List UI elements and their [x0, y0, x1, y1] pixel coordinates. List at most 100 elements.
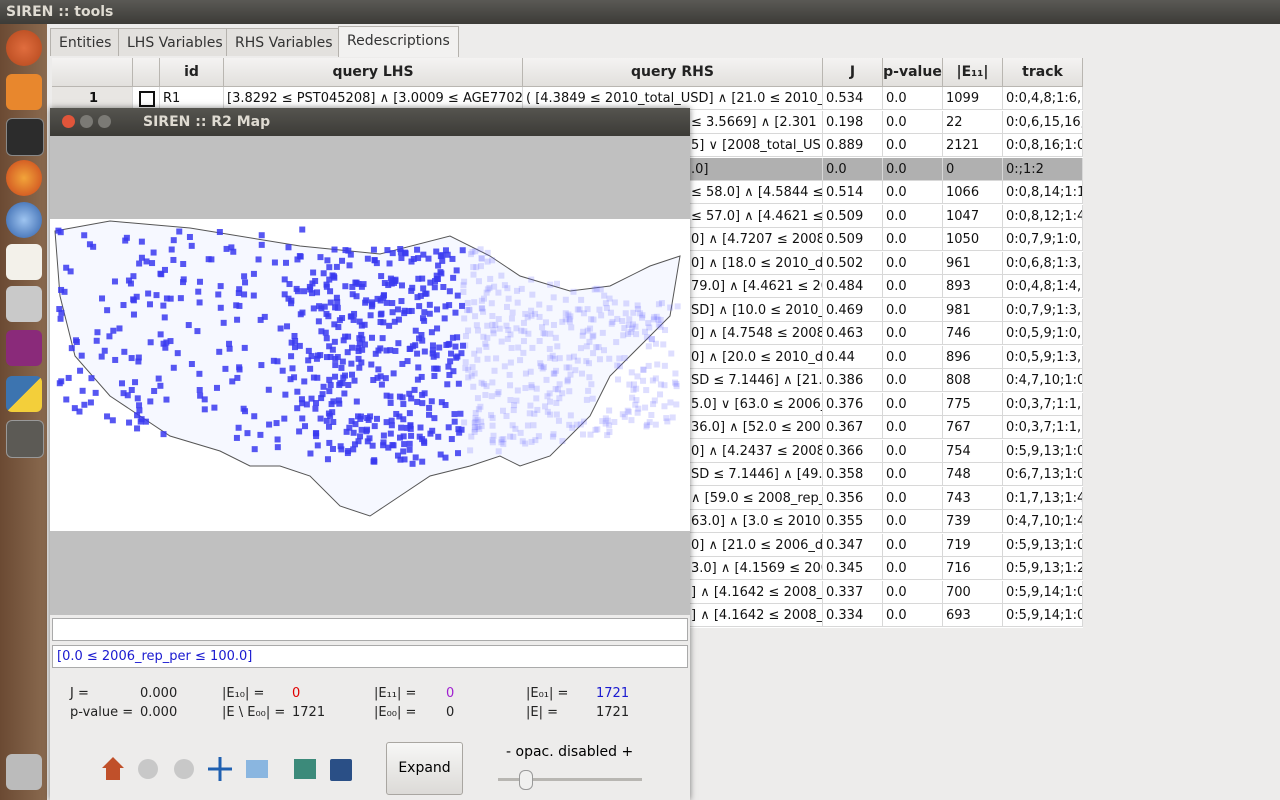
entity-marker — [197, 392, 204, 399]
files-icon[interactable] — [6, 74, 42, 110]
entity-marker — [587, 431, 594, 438]
maximize-button[interactable] — [98, 115, 111, 128]
rhs-query-field[interactable]: [0.0 ≤ 2006_rep_per ≤ 100.0] — [52, 645, 688, 668]
trash-icon[interactable] — [6, 754, 42, 790]
camera-icon[interactable] — [6, 286, 42, 322]
entity-marker — [504, 285, 511, 292]
table-cell: 0.0 — [883, 533, 943, 557]
entity-marker — [539, 324, 546, 331]
table-cell: 0:1,7,13;1:4 — [1003, 486, 1083, 510]
presentation-icon[interactable] — [6, 330, 42, 366]
entity-marker — [393, 410, 400, 417]
column-header: query LHS — [224, 58, 523, 87]
entity-marker — [258, 241, 265, 248]
lhs-query-field[interactable] — [52, 618, 688, 641]
entity-marker — [567, 412, 574, 419]
table-cell: 0.0 — [883, 392, 943, 416]
entity-marker — [116, 325, 123, 332]
screenshot-icon[interactable] — [294, 759, 316, 779]
opacity-slider[interactable] — [498, 778, 642, 781]
tab[interactable]: RHS Variables — [226, 28, 342, 56]
configure-icon[interactable] — [246, 760, 268, 778]
entity-marker — [490, 327, 497, 334]
table-cell: 0.0 — [883, 369, 943, 392]
entity-marker — [292, 344, 299, 351]
table-cell: 0.0 — [883, 157, 943, 181]
entity-marker — [434, 275, 441, 282]
tab[interactable]: LHS Variables — [118, 28, 232, 56]
entity-marker — [663, 415, 670, 422]
entity-marker — [570, 288, 577, 295]
entity-marker — [455, 426, 462, 433]
window-icon[interactable] — [6, 420, 44, 458]
python-icon[interactable] — [6, 376, 42, 412]
editor-icon[interactable] — [6, 244, 42, 280]
entity-marker — [323, 354, 330, 361]
entity-marker — [281, 291, 288, 298]
entity-marker — [301, 288, 308, 295]
expand-button[interactable]: Expand — [386, 742, 463, 795]
entity-marker — [429, 350, 436, 357]
entity-marker — [241, 291, 248, 298]
entity-marker — [414, 398, 421, 405]
entity-marker — [283, 259, 290, 266]
entity-marker — [188, 242, 195, 249]
entity-marker — [408, 287, 415, 294]
entity-marker — [547, 281, 554, 288]
entity-marker — [484, 258, 491, 265]
entity-marker — [562, 316, 569, 323]
entity-marker — [522, 370, 529, 377]
mail-icon[interactable] — [6, 202, 42, 238]
entity-marker — [130, 273, 137, 280]
entity-marker — [310, 269, 317, 276]
entity-marker — [319, 391, 326, 398]
entity-marker — [356, 318, 363, 325]
home-icon[interactable] — [102, 757, 124, 780]
entity-marker — [639, 312, 646, 319]
stat-value: 1721 — [292, 705, 326, 720]
entity-marker — [657, 316, 664, 323]
entity-marker — [660, 341, 667, 348]
entity-marker — [270, 357, 277, 364]
entity-marker — [416, 303, 423, 310]
forward-icon[interactable] — [174, 759, 194, 779]
stat-label: J = — [70, 686, 89, 701]
entity-marker — [136, 407, 143, 414]
entity-marker — [616, 355, 623, 362]
entity-marker — [472, 248, 479, 255]
entity-marker — [333, 294, 340, 301]
save-icon[interactable] — [330, 759, 352, 781]
slider-handle[interactable] — [519, 770, 533, 790]
dash-icon[interactable] — [6, 30, 42, 66]
table-cell: 0:0,8,16;1:0 — [1003, 134, 1083, 157]
entity-marker — [458, 350, 465, 357]
entity-marker — [326, 388, 333, 395]
entity-marker — [627, 329, 634, 336]
entity-marker — [372, 350, 379, 357]
entity-marker — [533, 385, 540, 392]
terminal-icon[interactable] — [6, 118, 44, 156]
tab[interactable]: Redescriptions — [338, 26, 459, 57]
entity-marker — [130, 311, 137, 318]
back-icon[interactable] — [138, 759, 158, 779]
entity-marker — [222, 365, 229, 372]
entity-marker — [348, 360, 355, 367]
entity-marker — [630, 381, 637, 388]
tab[interactable]: Entities — [50, 28, 121, 56]
firefox-icon[interactable] — [6, 160, 42, 196]
minimize-button[interactable] — [80, 115, 93, 128]
entity-marker — [377, 311, 384, 318]
entity-marker — [342, 283, 349, 290]
entity-marker — [451, 411, 458, 418]
table-cell: 0:;1:2 — [1003, 157, 1083, 181]
entity-marker — [303, 401, 310, 408]
entity-marker — [661, 403, 668, 410]
map-window-titlebar: SIREN :: R2 Map — [50, 108, 690, 136]
entity-marker — [251, 413, 258, 420]
pan-icon[interactable] — [208, 757, 232, 781]
entity-marker — [640, 366, 647, 373]
entity-marker — [550, 321, 557, 328]
close-button[interactable] — [62, 115, 75, 128]
entity-marker — [234, 374, 241, 381]
